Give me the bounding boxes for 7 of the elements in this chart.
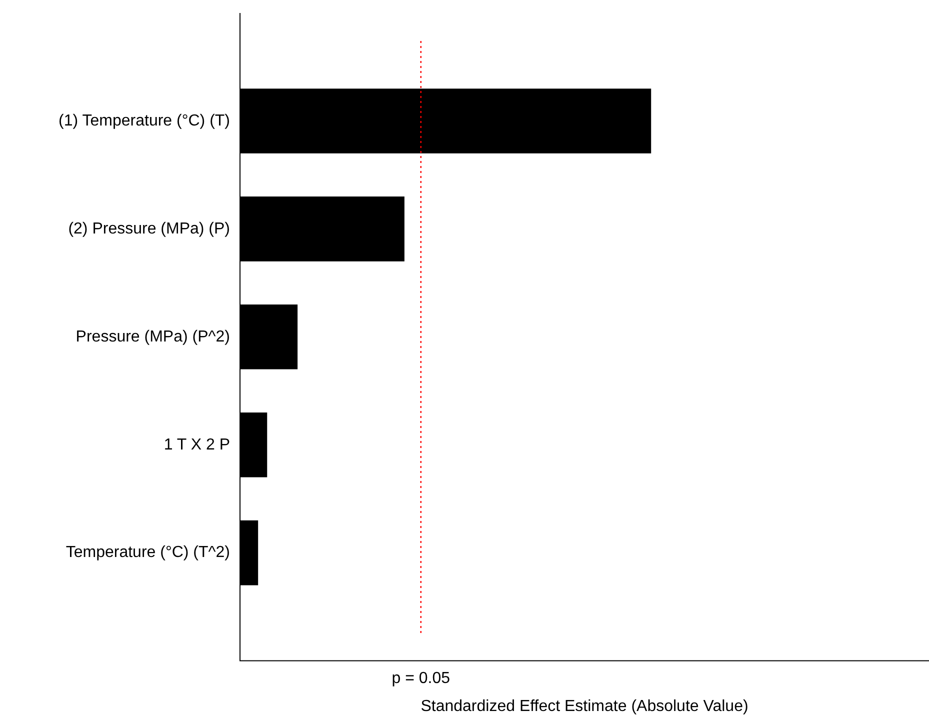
y-tick-label: (2) Pressure (MPa) (P) (68, 220, 230, 238)
y-tick-label: Pressure (MPa) (P^2) (76, 328, 230, 346)
y-tick-label: Temperature (°C) (T^2) (66, 544, 230, 562)
y-tick-label: 1 T X 2 P (164, 436, 230, 454)
x-axis-title: Standardized Effect Estimate (Absolute Value) (420, 698, 748, 715)
text: p = 0.05 (392, 670, 450, 688)
y-tick-label: (1) Temperature (°C) (T) (58, 112, 230, 130)
